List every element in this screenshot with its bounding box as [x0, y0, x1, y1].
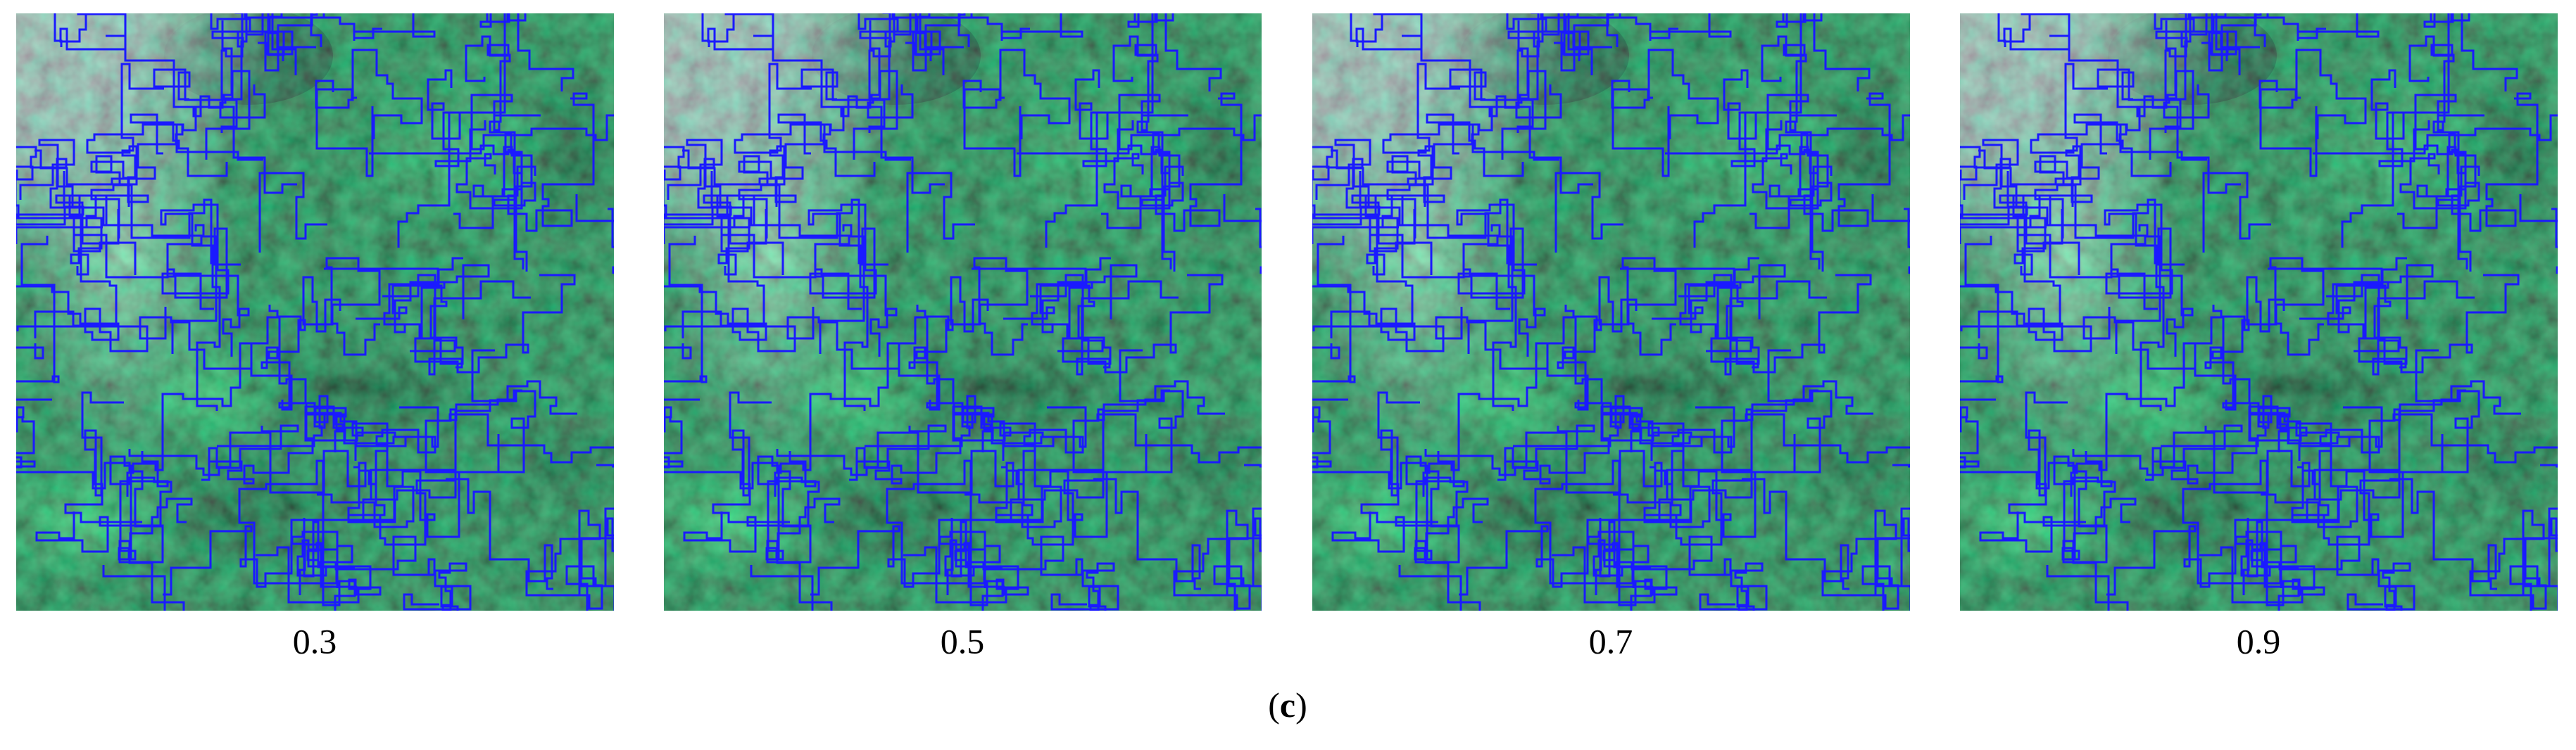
- panel-label: 0.3: [293, 621, 337, 661]
- caption-open: (: [1268, 685, 1280, 725]
- panel-label: 0.9: [2237, 621, 2281, 661]
- image-panel: [577, 0, 1430, 653]
- image-panel: [1873, 0, 2576, 653]
- panel-label: 0.7: [1589, 621, 1633, 661]
- caption: (c): [1268, 685, 1307, 725]
- image-panel: [1225, 0, 2078, 653]
- caption-close: ): [1295, 685, 1307, 725]
- panel-label: 0.5: [941, 621, 985, 661]
- caption-letter: c: [1280, 685, 1295, 725]
